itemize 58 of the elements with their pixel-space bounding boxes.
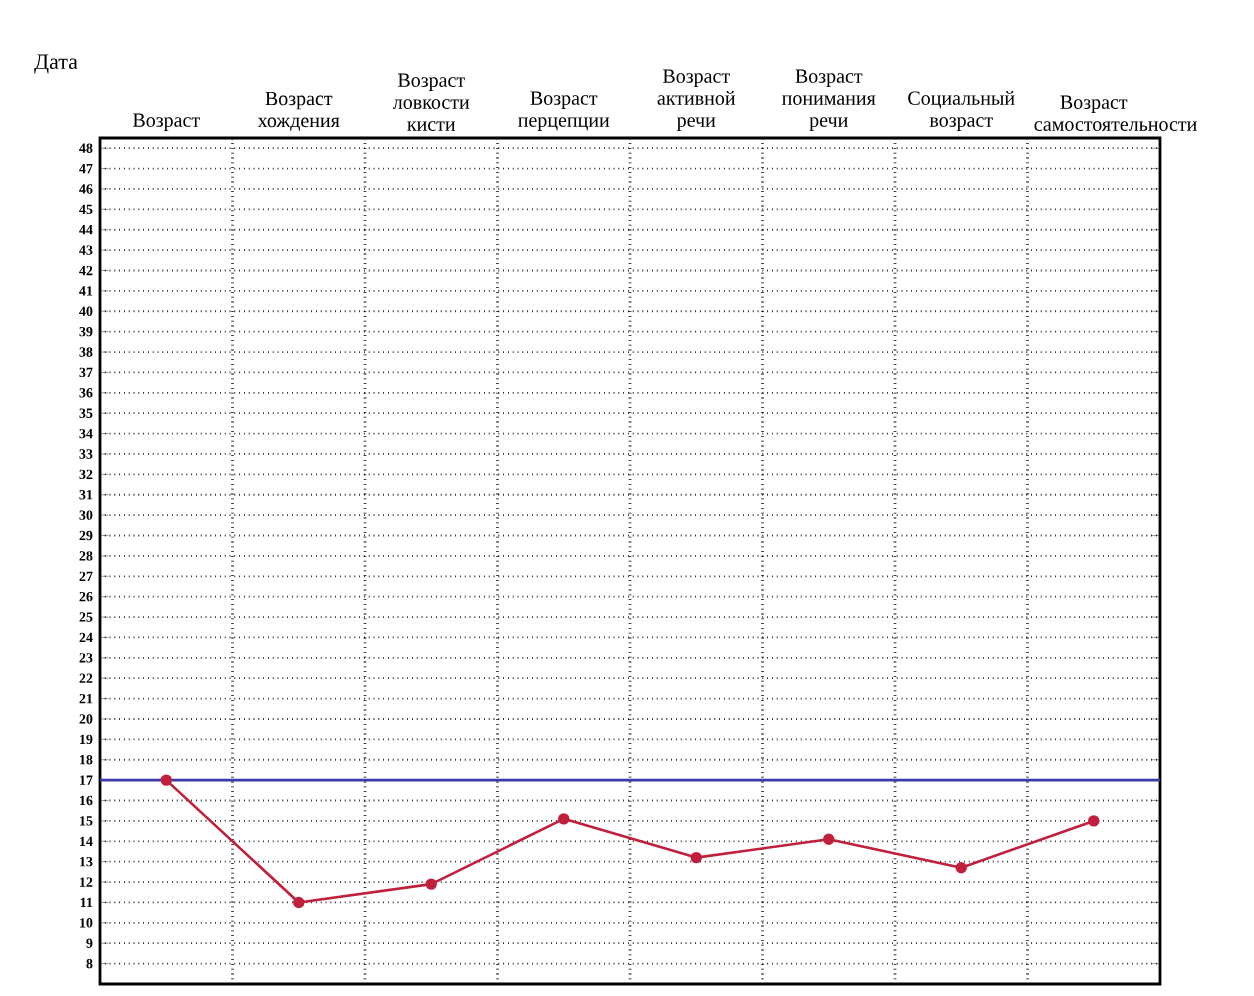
x-tick-label: Возраст <box>132 113 200 131</box>
y-tick-label: 31 <box>79 490 93 500</box>
y-tick-label: 26 <box>79 591 93 602</box>
y-tick-label: 42 <box>79 265 93 276</box>
y-tick-label: 36 <box>79 388 93 398</box>
y-tick-label: 43 <box>79 245 93 255</box>
y-tick-label: 39 <box>79 326 93 337</box>
y-tick-label: 45 <box>79 204 93 215</box>
y-tick-label: 11 <box>80 897 93 908</box>
y-tick-label: 17 <box>80 775 93 785</box>
y-tick-label: 46 <box>79 184 93 194</box>
x-tick-label: Социальный возраст <box>908 90 1015 131</box>
y-tick-label: 18 <box>80 755 93 765</box>
point <box>955 862 967 874</box>
point <box>1088 815 1100 827</box>
y-tick-label: 38 <box>79 347 93 357</box>
point <box>690 851 702 864</box>
y-tick-label: 23 <box>79 653 93 663</box>
point <box>823 833 835 845</box>
y-tick-label: 12 <box>80 877 93 887</box>
y-tick-label: 21 <box>79 693 93 704</box>
point <box>293 896 305 909</box>
y-tick-label: 29 <box>79 530 93 541</box>
y-tick-label: 35 <box>79 408 93 418</box>
point <box>160 774 172 786</box>
y-tick-label: 34 <box>79 428 93 439</box>
y-tick-label: 44 <box>79 225 93 235</box>
x-tick-label: Возраст перцепции <box>518 91 610 131</box>
y-tick-label: 41 <box>79 286 93 296</box>
y-tick-label: 33 <box>79 449 93 459</box>
y-tick-label: 22 <box>79 673 93 683</box>
y-tick-label: 25 <box>79 612 93 622</box>
y-tick-label: 8 <box>86 958 93 969</box>
y-tick-label: 48 <box>79 143 93 153</box>
text: Дата <box>34 54 78 74</box>
y-tick-label: 14 <box>80 836 93 846</box>
y-tick-label: 27 <box>79 571 93 581</box>
x-tick-label: Возраст понимания речи <box>782 69 876 131</box>
x-tick-label: Возраст ловкости кисти <box>392 73 470 131</box>
point <box>558 813 570 825</box>
y-tick-label: 40 <box>79 306 93 316</box>
y-tick-label: 30 <box>79 510 93 520</box>
y-tick-label: 10 <box>80 918 93 928</box>
y-tick-label: 19 <box>80 734 93 745</box>
y-tick-label: 32 <box>79 469 93 480</box>
y-tick-label: 9 <box>86 938 93 948</box>
y-tick-label: 37 <box>79 367 93 378</box>
y-tick-label: 15 <box>80 816 93 826</box>
point <box>425 878 437 890</box>
y-tick-label: 47 <box>79 163 93 174</box>
y-tick-label: 24 <box>79 632 93 643</box>
x-tick-label: Возраст самостоятельности <box>1034 95 1197 131</box>
x-tick-label: Возраст активной речи <box>657 69 736 131</box>
y-tick-label: 13 <box>80 856 93 867</box>
x-tick-label: Возраст хождения <box>257 91 340 131</box>
y-tick-label: 20 <box>79 714 93 724</box>
y-tick-label: 28 <box>79 551 93 561</box>
y-tick-label: 16 <box>80 795 93 806</box>
